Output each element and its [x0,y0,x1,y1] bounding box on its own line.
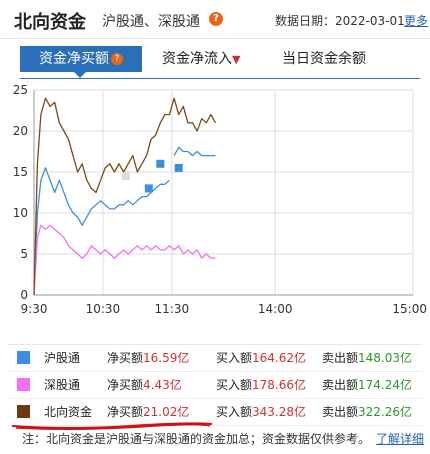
net-buy-label: 净买额 [107,405,144,419]
series-line-3 [33,97,217,296]
date-label: 数据日期： [275,14,336,28]
y-tick-label: 15 [13,165,28,179]
net-buy-value: 16.59亿 [143,351,190,365]
buy-label: 买入额 [216,351,253,365]
x-tick-label: 10:30 [86,302,121,316]
buy-amount: 买入额343.28亿 [216,399,306,425]
data-marker [174,163,183,172]
data-marker [144,184,153,193]
header-bar: 北向资金 沪股通、深股通 ? 数据日期：2022-03-01 更多 [0,0,430,39]
x-tick-label: 14:00 [258,302,293,316]
legend-table: 沪股通 净买额16.59亿 买入额164.62亿 卖出额148.03亿 深股通 … [8,344,422,430]
learn-more-link[interactable]: 了解详细 [376,432,425,446]
x-tick-label: 9:30 [21,302,48,316]
y-tick-label: 20 [13,124,28,138]
buy-amount: 买入额164.62亿 [216,345,306,371]
page-title: 北向资金 [14,12,86,33]
line-chart: 0 5 10 15 20 25 9:30 10:30 11:30 14:00 15:00 [13,83,427,316]
tab-daily-balance[interactable]: 当日资金余额 [282,46,366,72]
legend-name: 北向资金 [44,405,93,419]
data-marker [121,172,130,181]
footnote: 注：北向资金是沪股通与深股通的资金加总；资金数据仅供参考。 了解详细 [22,430,424,447]
tab-net-buy-label: 资金净买额 [39,51,109,67]
y-tick-label: 0 [20,288,28,302]
legend-row-north: 北向资金 净买额21.02亿 买入额343.28亿 卖出额322.26亿 [8,399,422,426]
sell-label: 卖出额 [322,378,359,392]
net-buy-label: 净买额 [107,351,144,365]
buy-label: 买入额 [216,378,253,392]
data-marker [156,159,165,168]
tab-net-inflow-label: 资金净流入 [162,51,232,67]
buy-value: 343.28亿 [252,405,307,419]
tab-caret-icon [74,72,86,78]
legend-name: 深股通 [44,378,81,392]
net-buy: 净买额16.59亿 [107,345,189,371]
legend-row-sh: 沪股通 净买额16.59亿 买入额164.62亿 卖出额148.03亿 [8,345,422,372]
sell-value: 322.26亿 [358,405,413,419]
net-buy-label: 净买额 [107,378,144,392]
legend-name: 沪股通 [44,351,81,365]
net-buy-value: 4.43亿 [143,378,182,392]
tab-daily-balance-label: 当日资金余额 [282,51,366,67]
data-date: 数据日期：2022-03-01 [275,12,405,29]
series-line-2 [33,224,216,296]
y-tick-label: 5 [20,247,28,261]
chart-area: 0 5 10 15 20 25 9:30 10:30 11:30 14:00 15:00 [0,80,430,320]
tab-net-buy[interactable]: 资金净买额? [20,46,142,72]
north-color-swatch [17,405,30,418]
buy-value: 164.62亿 [252,351,307,365]
more-link[interactable]: 更多 [404,14,429,28]
sell-value: 148.03亿 [358,351,413,365]
x-tick-label: 11:30 [155,302,190,316]
net-buy: 净买额4.43亿 [107,372,182,398]
y-tick-label: 25 [13,83,28,97]
sell-label: 卖出额 [322,405,359,419]
help-icon[interactable]: ? [209,12,223,26]
legend-row-sz: 深股通 净买额4.43亿 买入额178.66亿 卖出额174.24亿 [8,372,422,399]
sell-amount: 卖出额174.24亿 [322,372,412,398]
red-underline-annotation [11,422,213,430]
page-subtitle: 沪股通、深股通 [102,14,200,30]
sell-value: 174.24亿 [358,378,413,392]
footnote-text: 注：北向资金是沪股通与深股通的资金加总；资金数据仅供参考。 [22,432,371,446]
sh-color-swatch [17,351,30,364]
buy-amount: 买入额178.66亿 [216,372,306,398]
buy-label: 买入额 [216,405,253,419]
down-arrow-icon: ▼ [232,53,241,66]
net-buy-value: 21.02亿 [143,405,190,419]
sz-color-swatch [17,378,30,391]
sell-amount: 卖出额322.26亿 [322,399,412,425]
net-buy: 净买额21.02亿 [107,399,189,425]
tab-bar: 资金净买额? 资金净流入▼ 当日资金余额 [20,46,420,79]
sell-amount: 卖出额148.03亿 [322,345,412,371]
tab-net-inflow[interactable]: 资金净流入▼ [162,46,240,72]
sell-label: 卖出额 [322,351,359,365]
x-tick-label: 15:00 [392,302,427,316]
y-tick-label: 10 [13,206,28,220]
buy-value: 178.66亿 [252,378,307,392]
tab-help-icon[interactable]: ? [111,53,123,65]
tab-underline [20,78,420,79]
series-line-1 [33,167,170,296]
date-value: 2022-03-01 [335,14,405,28]
series-line-4 [173,146,216,157]
